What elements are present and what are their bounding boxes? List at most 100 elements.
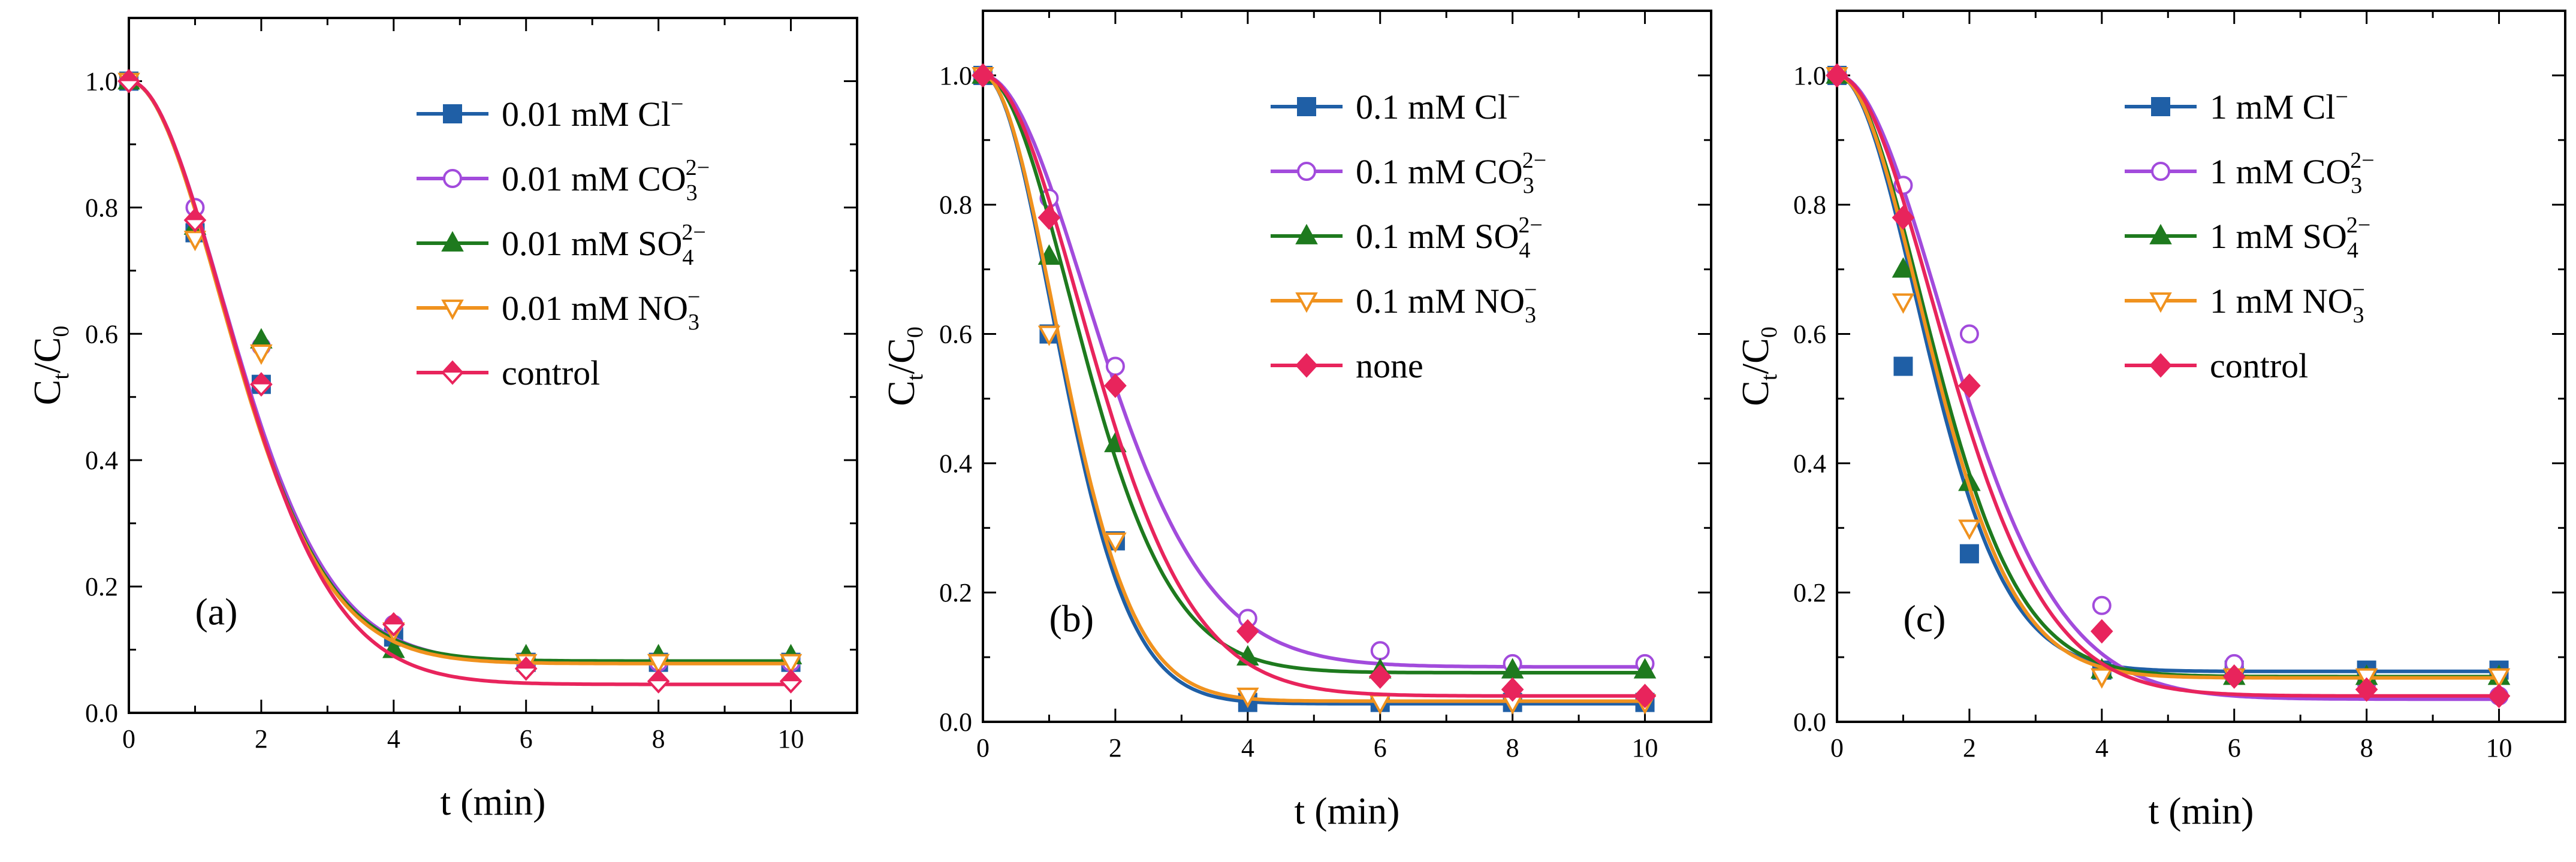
plot-frame xyxy=(128,17,858,714)
legend-marker xyxy=(1297,97,1316,116)
x-axis-title: t (min) xyxy=(1295,790,1400,832)
fit-line xyxy=(1836,73,2499,680)
panel-label: (c) xyxy=(1903,597,1945,640)
legend-label: 0.01 mM SO42− xyxy=(502,220,706,270)
data-point xyxy=(972,63,994,88)
data-point xyxy=(1370,641,1390,661)
y-tick-label: 0.2 xyxy=(85,572,118,601)
legend-item: 0.1 mM Cl− xyxy=(1271,84,1520,126)
legend-item: 0.1 mM CO32− xyxy=(1271,148,1546,198)
x-tick-label: 6 xyxy=(1374,733,1387,763)
x-tick-label: 0 xyxy=(976,733,990,763)
series xyxy=(1827,65,2509,680)
legend-label: 0.01 mM CO32− xyxy=(502,155,710,205)
data-point-half xyxy=(781,670,801,682)
data-point xyxy=(2487,683,2511,709)
legend-item: 0.01 mM SO42− xyxy=(417,220,706,270)
series xyxy=(117,69,803,694)
legend-marker xyxy=(1295,353,1318,378)
y-axis-title: Ct/C0 xyxy=(880,326,928,406)
legend-item: control xyxy=(417,353,600,392)
legend-label: 0.1 mM Cl− xyxy=(1356,84,1520,126)
legend-item: 1 mM SO42− xyxy=(2125,213,2370,263)
data-point xyxy=(779,654,803,675)
y-tick-label: 0.6 xyxy=(85,319,118,349)
x-tick-label: 2 xyxy=(1109,733,1122,763)
y-tick-label: 1.0 xyxy=(85,66,118,96)
y-tick-label: 0.0 xyxy=(1793,707,1826,737)
legend-marker xyxy=(1295,223,1318,244)
data-point-half xyxy=(251,374,272,385)
x-tick-label: 10 xyxy=(778,724,804,754)
plot-frame xyxy=(1836,10,2566,723)
x-tick-label: 0 xyxy=(122,724,135,754)
legend-label: control xyxy=(502,353,600,392)
plot-frame xyxy=(982,10,1712,723)
legend: 0.1 mM Cl− 0.1 mM CO32− 0.1 mM SO42− 0.1 mM… xyxy=(1271,84,1546,385)
series xyxy=(972,63,1657,679)
data-point xyxy=(1958,519,1981,540)
y-tick-label: 0.6 xyxy=(939,320,972,349)
legend-marker xyxy=(441,231,464,252)
legend-item: 0.01 mM NO3− xyxy=(417,285,700,335)
y-axis-title: Ct/C0 xyxy=(1734,326,1782,406)
legend-label: 1 mM Cl− xyxy=(2210,84,2348,126)
x-tick-label: 10 xyxy=(2486,733,2512,763)
data-point-half xyxy=(185,209,205,220)
x-tick-label: 8 xyxy=(652,724,665,754)
y-tick-label: 0.8 xyxy=(1793,190,1826,220)
data-point-half xyxy=(384,613,403,625)
legend-label: 1 mM CO32− xyxy=(2210,148,2375,198)
legend-marker xyxy=(2149,223,2172,244)
legend: 0.01 mM Cl− 0.01 mM CO32− 0.01 mM SO42− 0.0… xyxy=(417,92,710,392)
data-point xyxy=(1959,544,1979,564)
legend-marker xyxy=(2151,162,2170,181)
y-tick-label: 0.2 xyxy=(939,578,972,607)
x-tick-label: 10 xyxy=(1632,733,1658,763)
fit-line xyxy=(982,73,1645,703)
legend-item: 0.01 mM Cl− xyxy=(417,92,683,134)
fit-line xyxy=(982,73,1645,669)
x-tick-label: 2 xyxy=(1963,733,1976,763)
x-tick-label: 2 xyxy=(255,724,268,754)
legend-marker xyxy=(2149,292,2172,313)
data-point xyxy=(2487,668,2511,689)
fit-line xyxy=(1836,73,2499,701)
y-tick-label: 0.4 xyxy=(85,446,118,475)
x-tick-label: 8 xyxy=(1506,733,1519,763)
x-axis-title: t (min) xyxy=(2149,790,2254,832)
data-point xyxy=(1104,373,1127,398)
legend-marker xyxy=(1295,292,1318,313)
x-tick-label: 4 xyxy=(2095,733,2109,763)
panel-label: (b) xyxy=(1049,597,1094,640)
legend-marker xyxy=(443,169,462,188)
fit-line xyxy=(1836,73,2499,698)
legend-marker xyxy=(2151,97,2170,116)
data-point xyxy=(2355,677,2378,702)
data-point xyxy=(1633,658,1657,679)
fit-line xyxy=(982,73,1645,675)
y-tick-label: 0.0 xyxy=(939,707,972,737)
data-point xyxy=(1368,664,1392,689)
y-tick-label: 0.6 xyxy=(1793,320,1826,349)
data-point xyxy=(1501,677,1524,702)
data-point xyxy=(1037,205,1061,230)
legend-label: 0.01 mM NO3− xyxy=(502,285,700,335)
series xyxy=(1826,63,2511,685)
legend-item: 1 mM Cl− xyxy=(2125,84,2348,126)
x-tick-label: 0 xyxy=(1830,733,1844,763)
data-point xyxy=(2091,619,2113,644)
data-point xyxy=(1104,532,1127,554)
data-point xyxy=(1893,356,1913,376)
panel-2: 0 2 4 6 8 10 0.0 0.2 0.4 0.6 0.8 1.0 t (min) Ct/C0 (b)… xyxy=(880,10,1712,832)
x-tick-label: 6 xyxy=(2228,733,2241,763)
fit-line xyxy=(1836,73,2499,673)
legend-item: 0.1 mM NO3− xyxy=(1271,277,1537,328)
legend-item: 1 mM CO32− xyxy=(2125,148,2375,198)
legend-label: 0.01 mM Cl− xyxy=(502,92,683,134)
y-tick-label: 0.4 xyxy=(939,449,972,478)
data-point xyxy=(2091,668,2113,689)
y-tick-label: 0.0 xyxy=(85,698,118,728)
x-tick-label: 6 xyxy=(520,724,533,754)
